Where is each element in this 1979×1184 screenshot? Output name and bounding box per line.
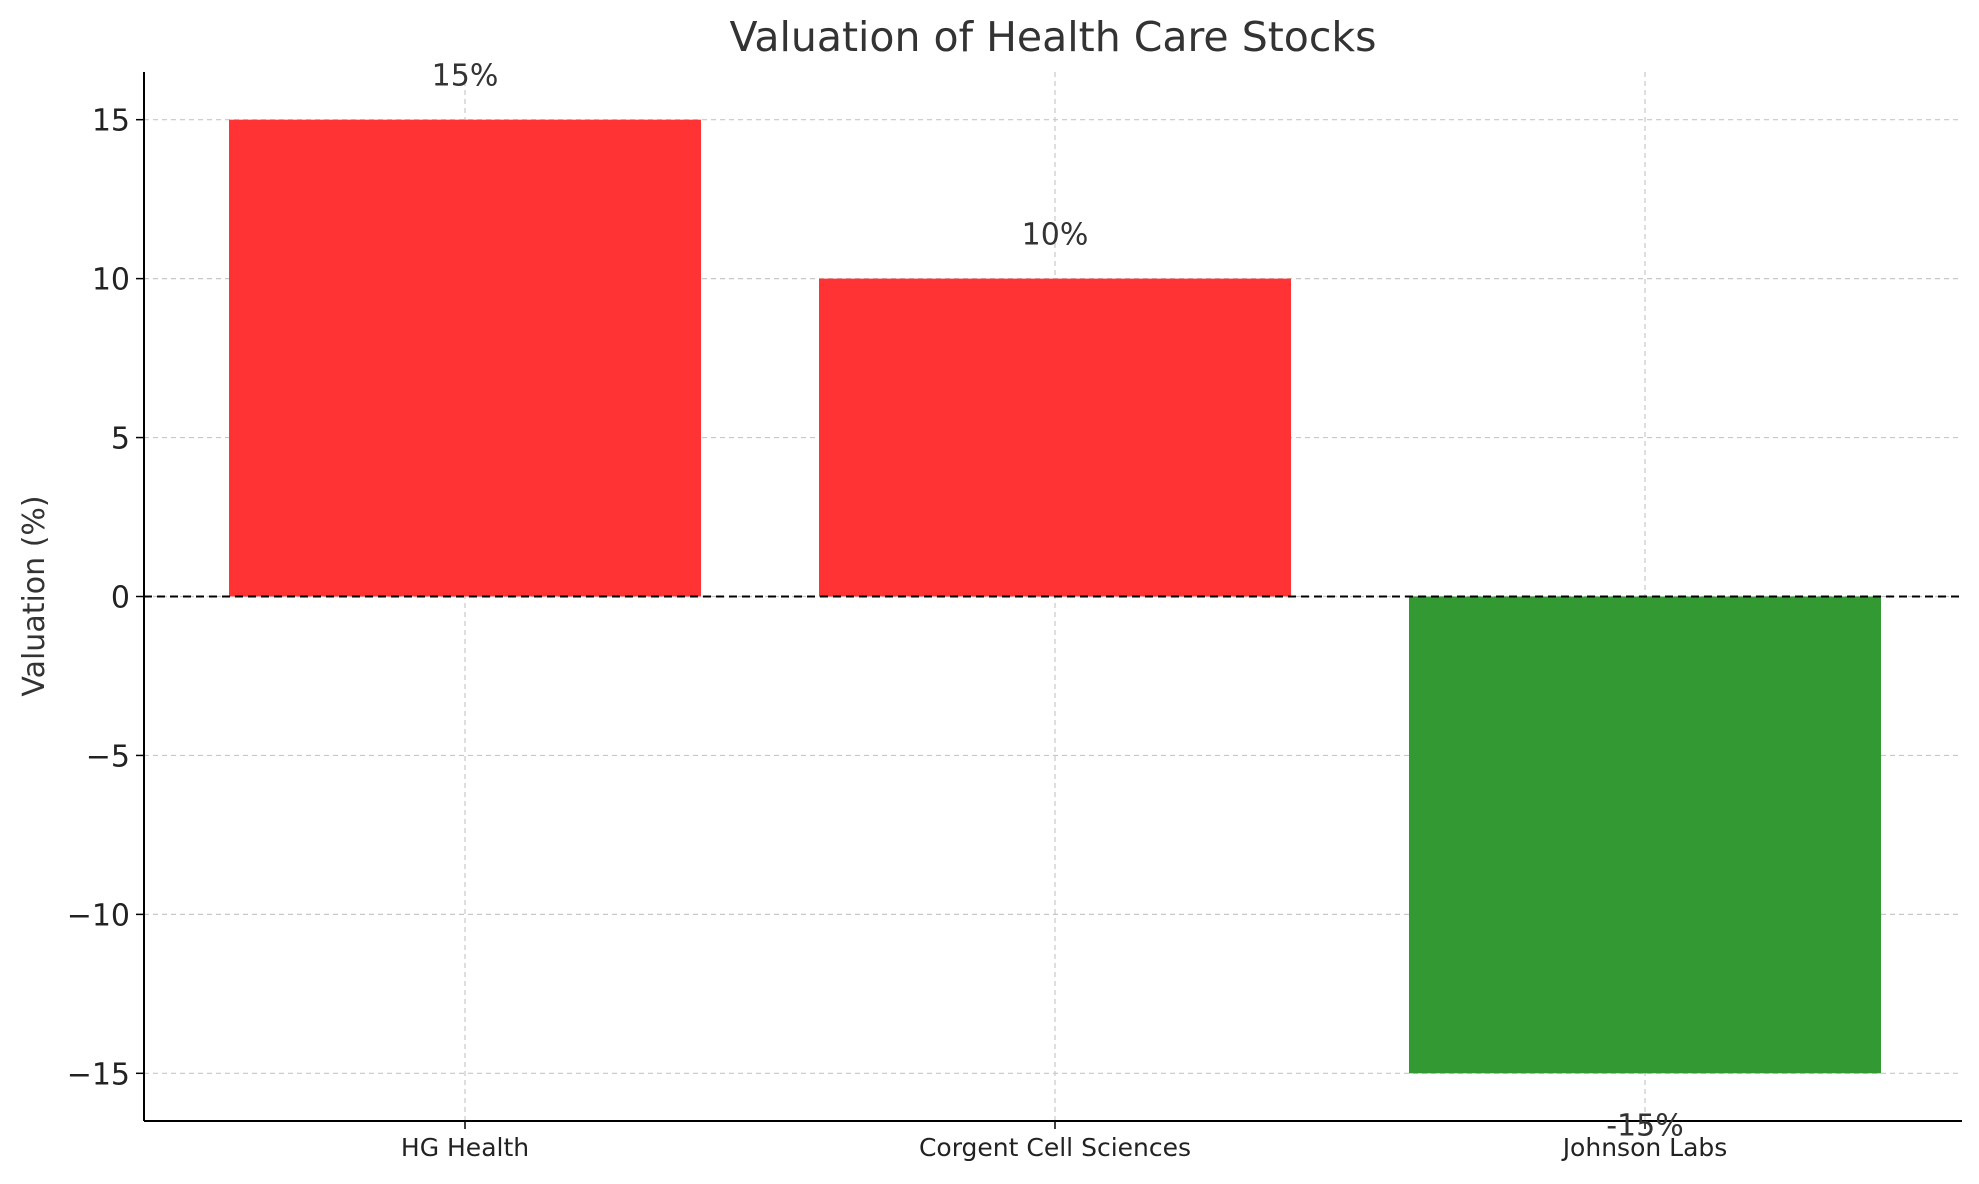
- chart-title: Valuation of Health Care Stocks: [729, 13, 1376, 61]
- bar-value-label: -15%: [1606, 1108, 1684, 1143]
- x-ticks: HG Health Corgent Cell Sciences Johnson La…: [401, 1121, 1727, 1162]
- x-tick-label: HG Health: [401, 1133, 529, 1162]
- bars: [229, 119, 1881, 1074]
- y-tick-label: 0: [111, 581, 130, 616]
- y-tick-label: 5: [111, 422, 130, 457]
- y-ticks: 15 10 5 0 −5 −10 −15: [67, 104, 144, 1092]
- bar-value-label: 10%: [1022, 218, 1089, 253]
- bar: [819, 278, 1291, 597]
- y-tick-label: −5: [86, 739, 130, 774]
- y-tick-label: 10: [92, 263, 130, 298]
- y-axis-label: Valuation (%): [17, 495, 52, 696]
- x-tick-label: Johnson Labs: [1561, 1133, 1728, 1162]
- bar: [229, 119, 701, 597]
- bar-value-label: 15%: [432, 59, 499, 94]
- x-tick-label: Corgent Cell Sciences: [919, 1133, 1191, 1162]
- y-tick-label: −10: [67, 898, 130, 933]
- data-labels: 15% 10% -15%: [432, 59, 1684, 1144]
- y-tick-label: 15: [92, 104, 130, 139]
- bar: [1409, 596, 1881, 1074]
- y-tick-label: −15: [67, 1057, 130, 1092]
